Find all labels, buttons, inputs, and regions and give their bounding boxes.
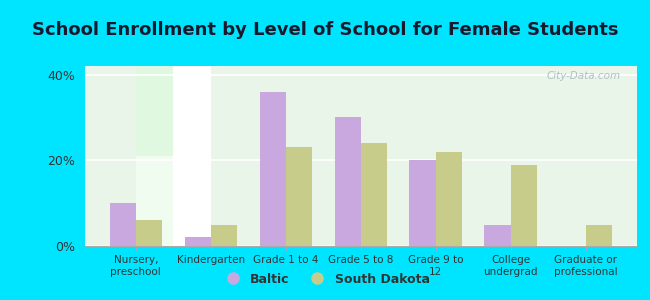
Bar <box>211 225 237 246</box>
Bar <box>511 165 537 246</box>
Bar <box>335 117 361 246</box>
Bar <box>436 152 462 246</box>
Bar <box>286 147 312 246</box>
Bar <box>586 225 612 246</box>
Text: School Enrollment by Level of School for Female Students: School Enrollment by Level of School for… <box>32 21 618 39</box>
Bar <box>259 92 286 246</box>
Bar <box>484 225 511 246</box>
Legend: Baltic, South Dakota: Baltic, South Dakota <box>215 268 435 291</box>
Text: City-Data.com: City-Data.com <box>546 71 620 81</box>
Bar <box>110 203 136 246</box>
Bar <box>136 220 162 246</box>
Bar <box>410 160 436 246</box>
Bar <box>185 237 211 246</box>
Bar <box>361 143 387 246</box>
